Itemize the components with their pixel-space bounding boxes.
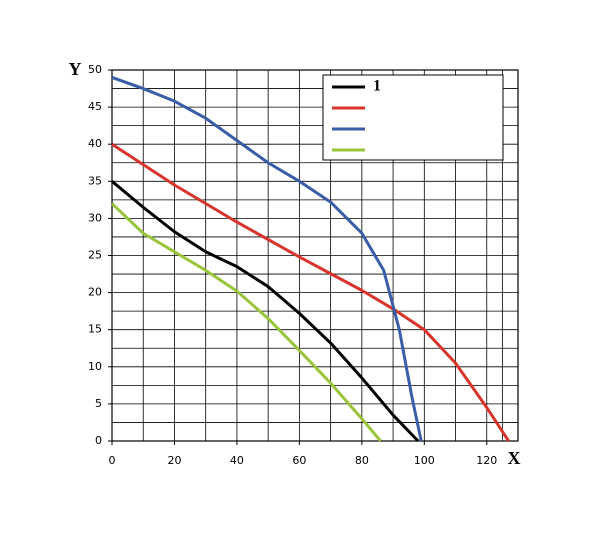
x-axis-label: X — [508, 448, 521, 468]
legend-label: 1 — [373, 78, 381, 95]
x-tick-label: 60 — [292, 454, 306, 467]
series-line — [111, 180, 420, 443]
legend-box — [322, 74, 504, 161]
y-axis-label: Y — [69, 59, 82, 79]
x-tick-label: 0 — [109, 454, 116, 467]
series-line — [110, 202, 382, 442]
series-line — [111, 142, 510, 442]
y-tick-label: 30 — [88, 211, 102, 224]
y-tick-label: 20 — [88, 286, 102, 299]
y-tick-label: 40 — [88, 137, 102, 150]
y-tick-label: 50 — [88, 63, 102, 76]
x-tick-label: 120 — [476, 454, 497, 467]
y-tick-label: 5 — [95, 397, 102, 410]
x-tick-label: 40 — [230, 454, 244, 467]
y-tick-label: 10 — [88, 360, 102, 373]
x-tick-label: 100 — [414, 454, 435, 467]
y-tick-label: 25 — [88, 249, 102, 262]
y-tick-label: 0 — [95, 434, 102, 447]
x-tick-label: 80 — [355, 454, 369, 467]
plot-frame — [111, 69, 519, 442]
legend: 1 — [322, 74, 504, 161]
y-tick-label: 45 — [88, 100, 102, 113]
x-tick-label: 20 — [167, 454, 181, 467]
y-tick-label: 15 — [88, 323, 102, 336]
series-line — [111, 76, 423, 442]
y-tick-label: 35 — [88, 174, 102, 187]
